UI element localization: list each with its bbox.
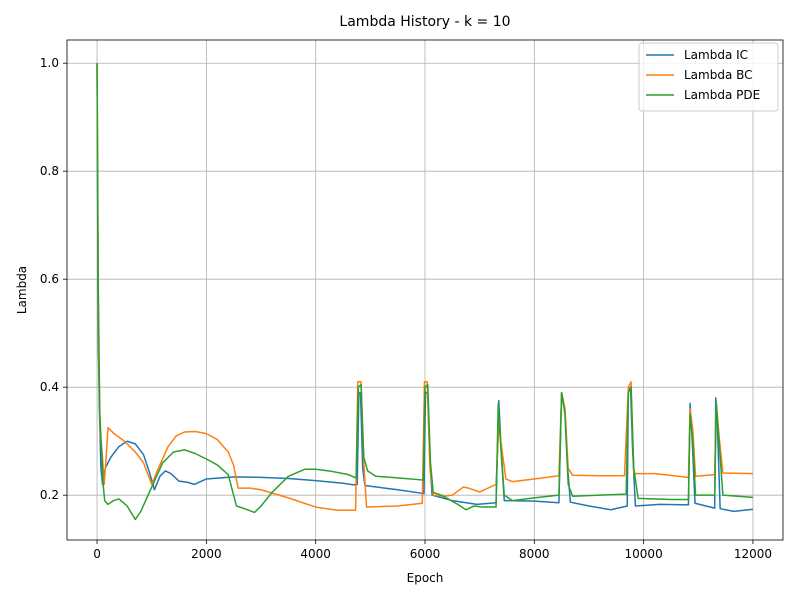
x-tick-label: 6000 xyxy=(410,547,441,561)
x-tick-label: 12000 xyxy=(734,547,772,561)
x-tick-label: 4000 xyxy=(300,547,331,561)
y-axis: 0.2 0.4 0.6 0.8 1.0 xyxy=(40,56,67,502)
y-tick-label: 0.8 xyxy=(40,164,59,178)
legend: Lambda IC Lambda BC Lambda PDE xyxy=(638,42,779,112)
y-tick-label: 0.6 xyxy=(40,272,59,286)
x-axis-label: Epoch xyxy=(407,571,444,585)
series-line-1 xyxy=(96,63,753,512)
chart-title: Lambda History - k = 10 xyxy=(339,14,510,30)
legend-label-2: Lambda PDE xyxy=(684,88,760,102)
legend-label-0: Lambda IC xyxy=(684,48,748,62)
y-tick-label: 0.4 xyxy=(40,380,59,394)
legend-box xyxy=(638,42,779,112)
legend-label-1: Lambda BC xyxy=(684,68,753,82)
grid-lines xyxy=(67,40,783,540)
x-tick-label: 0 xyxy=(93,547,101,561)
x-tick-label: 10000 xyxy=(625,547,663,561)
series-layer xyxy=(96,63,754,521)
y-tick-label: 0.2 xyxy=(40,488,59,502)
y-axis-label: Lambda xyxy=(15,266,29,314)
x-tick-label: 2000 xyxy=(191,547,222,561)
series-line-2 xyxy=(96,63,753,521)
x-axis: 0 2000 4000 6000 8000 10000 12000 xyxy=(93,540,772,561)
x-tick-label: 8000 xyxy=(519,547,550,561)
y-tick-label: 1.0 xyxy=(40,56,59,70)
